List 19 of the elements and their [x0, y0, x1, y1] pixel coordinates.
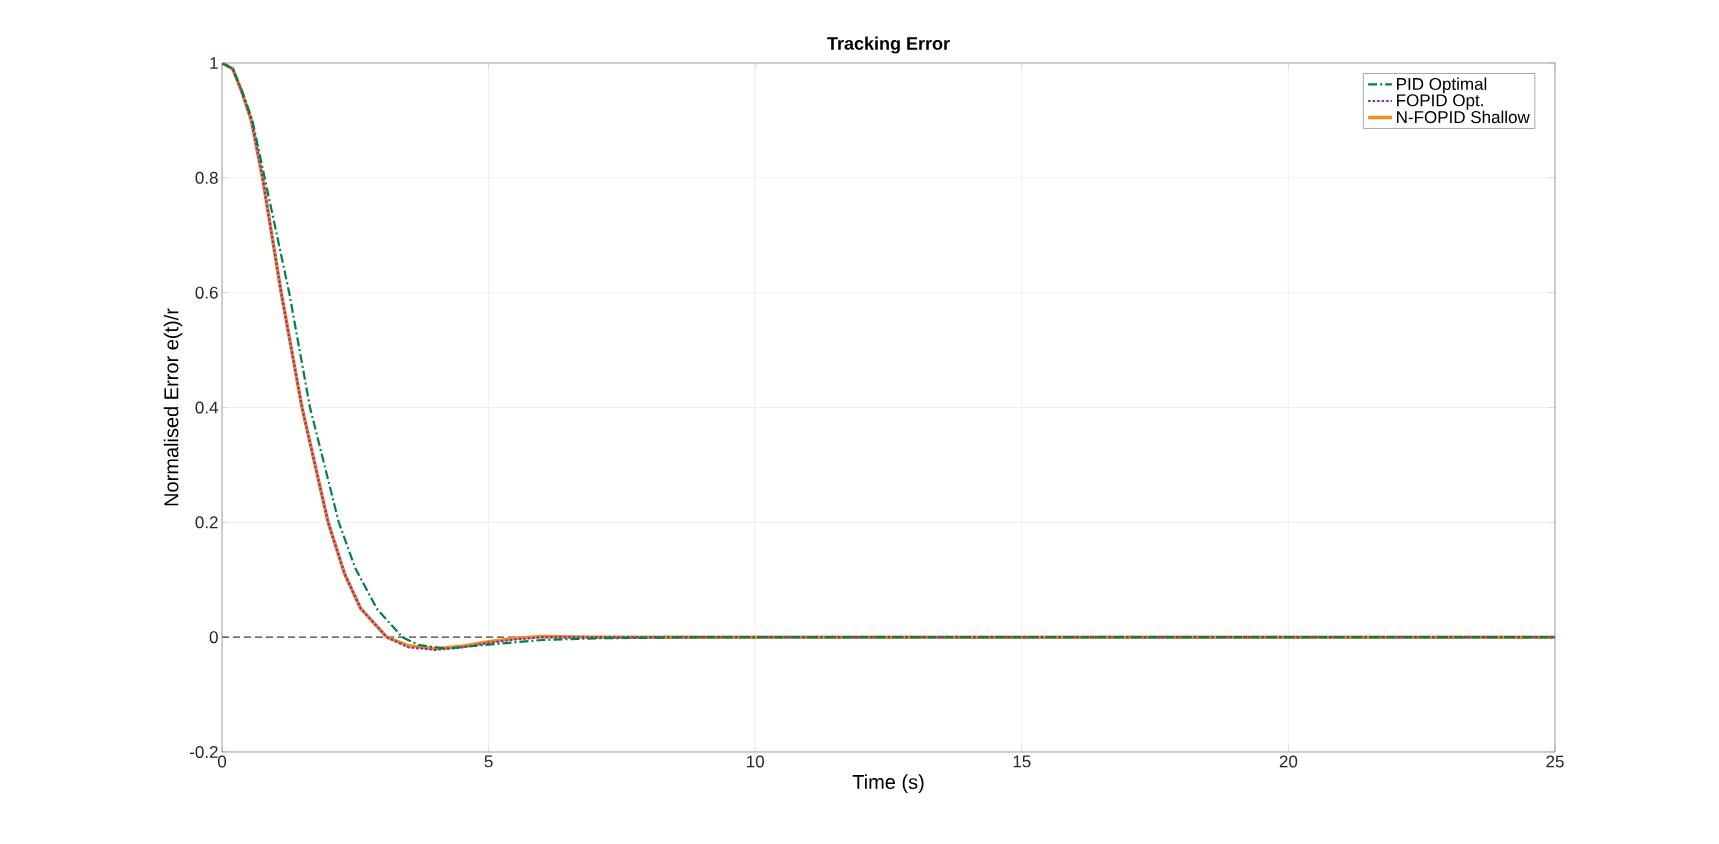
y-axis-title: Normalised Error e(t)/r — [163, 308, 183, 506]
legend-label: N-FOPID Shallow — [1397, 110, 1530, 124]
x-axis-title: Time (s) — [852, 774, 924, 794]
y-tick-label: 0.4 — [195, 401, 218, 414]
x-tick-label: 0 — [217, 755, 227, 768]
y-tick-label: 0.8 — [195, 171, 218, 184]
y-tick-label: 0.2 — [195, 516, 218, 529]
legend-label: PID Optimal — [1397, 77, 1487, 94]
y-tick-label: 1 — [210, 57, 218, 69]
chart-title: Tracking Error — [827, 36, 950, 54]
y-tick-label: 0 — [209, 631, 218, 644]
x-tick-label: 10 — [747, 755, 764, 768]
x-tick-label: 25 — [1546, 755, 1564, 768]
x-tick-label: 5 — [484, 755, 493, 768]
y-tick-label: -0.2 — [189, 745, 218, 759]
legend-label: FOPID Opt. — [1397, 94, 1483, 110]
y-tick-label: 0.6 — [195, 286, 218, 299]
x-tick-label: 15 — [1013, 755, 1031, 768]
x-tick-label: 20 — [1279, 755, 1298, 768]
